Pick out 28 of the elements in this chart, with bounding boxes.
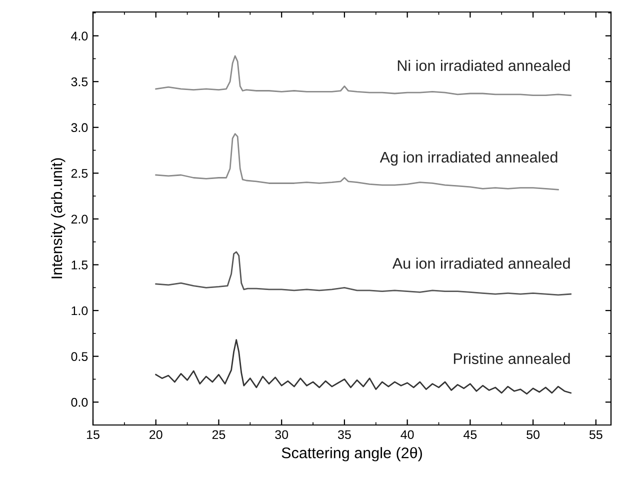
series-label: Ag ion irradiated annealed <box>380 151 558 166</box>
series-label: Ni ion irradiated annealed <box>398 60 570 72</box>
line-series <box>155 339 572 395</box>
y-tick-label: 2.0 <box>71 214 88 224</box>
series-label: Au ion irradiated annealed <box>392 258 570 269</box>
line-series <box>155 251 572 296</box>
series-label: Pristine annealed <box>454 352 570 364</box>
y-axis-title: Intensity (arb.unit) <box>50 158 66 278</box>
x-tick-label: 30 <box>275 430 288 440</box>
x-axis-title: Scattering angle (2θ) <box>282 447 422 462</box>
y-tick-label: 0.0 <box>71 398 88 407</box>
x-tick-label: 45 <box>464 430 477 440</box>
y-tick-label: 2.5 <box>71 168 88 178</box>
line-series <box>155 55 572 96</box>
x-tick-label: 55 <box>589 430 602 440</box>
line-series <box>155 133 559 190</box>
x-tick-label: 20 <box>150 430 162 440</box>
y-tick-label: 3.5 <box>71 77 88 86</box>
x-tick-label: 15 <box>87 430 100 440</box>
y-tick-label: 0.5 <box>71 352 88 361</box>
x-tick-label: 40 <box>400 430 414 440</box>
y-tick-label: 4.0 <box>71 32 88 40</box>
y-tick-label: 3.0 <box>71 123 88 132</box>
x-tick-label: 35 <box>338 430 351 440</box>
y-tick-label: 1.5 <box>72 260 88 270</box>
y-tick-label: 1.0 <box>72 306 88 316</box>
x-tick-label: 50 <box>526 430 540 440</box>
x-tick-label: 25 <box>212 430 226 440</box>
